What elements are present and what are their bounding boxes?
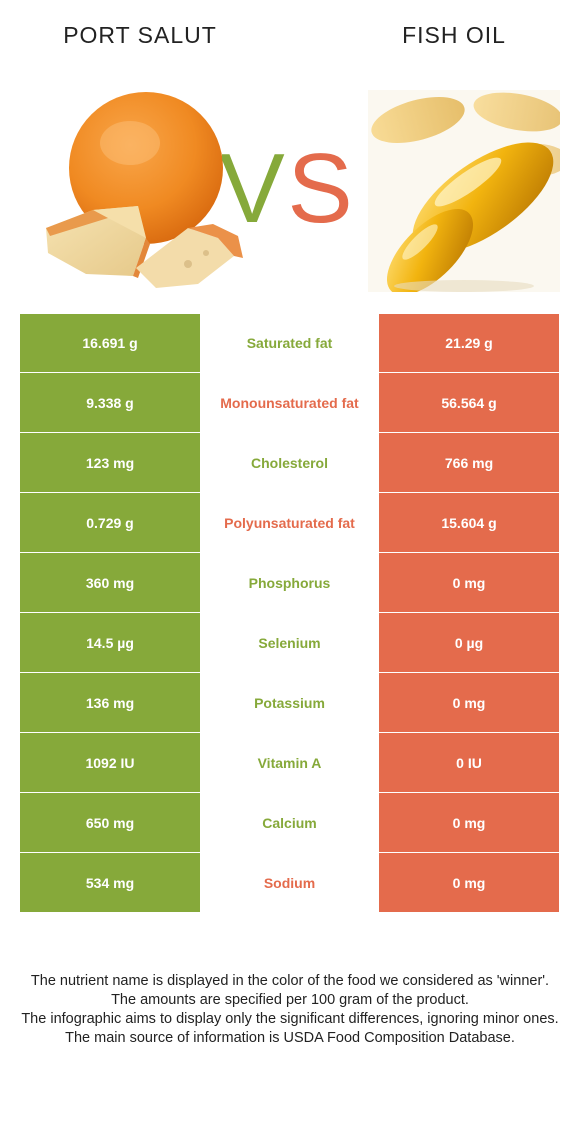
footer-note-winner: The nutrient name is displayed in the co… (30, 973, 550, 989)
port-salut-value: 14.5 µg (20, 613, 200, 672)
fish-oil-value: 0 µg (379, 613, 559, 672)
port-salut-value: 0.729 g (20, 493, 200, 552)
table-row: 136 mg Potassium 0 mg (20, 673, 559, 733)
nutrient-name: Calcium (200, 793, 379, 852)
nutrient-name: Vitamin A (200, 733, 379, 792)
nutrient-name: Potassium (200, 673, 379, 732)
vs-v-letter: V (222, 142, 285, 232)
table-row: 14.5 µg Selenium 0 µg (20, 613, 559, 673)
vs-label: V S (222, 142, 352, 232)
port-salut-value: 650 mg (20, 793, 200, 852)
fish-oil-value: 0 mg (379, 553, 559, 612)
footer-notes: The nutrient name is displayed in the co… (14, 972, 566, 1048)
port-salut-value: 136 mg (20, 673, 200, 732)
table-row: 534 mg Sodium 0 mg (20, 853, 559, 913)
port-salut-value: 123 mg (20, 433, 200, 492)
fish-oil-value: 21.29 g (379, 314, 559, 372)
nutrient-name: Cholesterol (200, 433, 379, 492)
fish-oil-value: 56.564 g (379, 373, 559, 432)
fish-oil-value: 0 IU (379, 733, 559, 792)
nutrient-name: Saturated fat (200, 314, 379, 372)
port-salut-value: 534 mg (20, 853, 200, 912)
vs-s-letter: S (287, 142, 352, 232)
nutrient-name: Polyunsaturated fat (200, 493, 379, 552)
port-salut-value: 1092 IU (20, 733, 200, 792)
table-row: 360 mg Phosphorus 0 mg (20, 553, 559, 613)
food-title-fish-oil: FISH OIL (402, 22, 506, 48)
nutrient-comparison-table: 16.691 g Saturated fat 21.29 g 9.338 g Monou… (20, 313, 559, 913)
port-salut-value: 360 mg (20, 553, 200, 612)
food-title-port-salut: PORT SALUT (63, 22, 217, 48)
footer-note-source: The main source of information is USDA F… (65, 1030, 515, 1046)
fish-oil-capsules-image (368, 90, 560, 292)
footer-note-aims: The infographic aims to display only the… (21, 1011, 559, 1027)
nutrient-name: Sodium (200, 853, 379, 912)
nutrient-name: Selenium (200, 613, 379, 672)
table-row: 9.338 g Monounsaturated fat 56.564 g (20, 373, 559, 433)
table-row: 123 mg Cholesterol 766 mg (20, 433, 559, 493)
fish-oil-value: 0 mg (379, 853, 559, 912)
port-salut-cheese-image (46, 92, 243, 288)
table-row: 650 mg Calcium 0 mg (20, 793, 559, 853)
nutrient-name: Phosphorus (200, 553, 379, 612)
fish-oil-value: 766 mg (379, 433, 559, 492)
nutrient-name: Monounsaturated fat (200, 373, 379, 432)
fish-oil-value: 15.604 g (379, 493, 559, 552)
footer-note-amounts: The amounts are specified per 100 gram o… (111, 992, 469, 1008)
fish-oil-value: 0 mg (379, 673, 559, 732)
table-row: 16.691 g Saturated fat 21.29 g (20, 313, 559, 373)
fish-oil-value: 0 mg (379, 793, 559, 852)
port-salut-value: 16.691 g (20, 314, 200, 372)
port-salut-value: 9.338 g (20, 373, 200, 432)
table-row: 0.729 g Polyunsaturated fat 15.604 g (20, 493, 559, 553)
